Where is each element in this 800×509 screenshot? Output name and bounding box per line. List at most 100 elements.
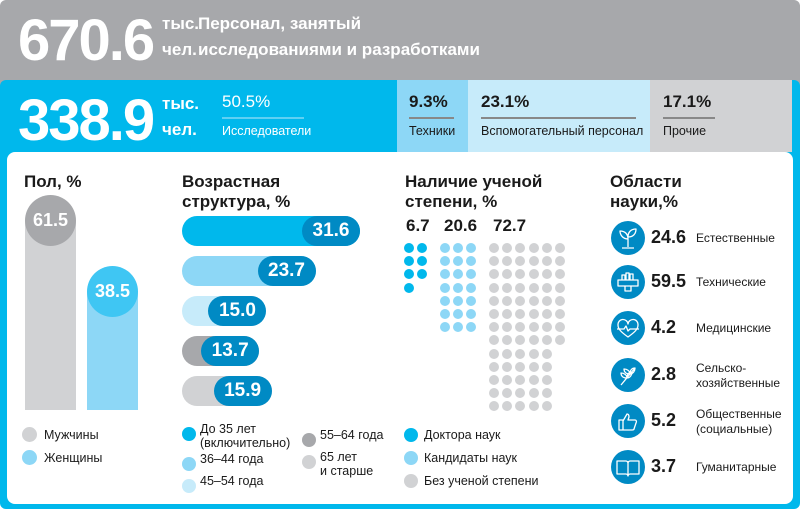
researchers-unit-1: тыс.	[162, 94, 200, 113]
degree-dot	[404, 269, 414, 280]
technicians-label: Техники	[409, 124, 456, 138]
degree-dot	[541, 375, 552, 385]
degree-dot	[502, 243, 513, 253]
degree-dot	[440, 269, 450, 280]
science-title-1: Области	[610, 172, 682, 191]
degree-dot	[404, 256, 414, 267]
age-legend-label: До 35 лет	[200, 422, 256, 436]
science-label: Технические	[696, 275, 766, 289]
legend-swatch	[22, 450, 37, 465]
degree-dot	[555, 269, 565, 280]
degree-dot	[453, 282, 464, 293]
degree-value-label: 72.7	[493, 216, 527, 235]
degree-dot	[466, 243, 477, 253]
degree-dot	[541, 361, 552, 372]
degree-dot	[453, 309, 464, 319]
legend-swatch	[404, 474, 418, 488]
legend-swatch	[302, 433, 316, 447]
degree-dot	[440, 282, 450, 293]
science-value: 2.8	[651, 364, 677, 384]
age-value-label: 31.6	[302, 216, 360, 246]
degree-dot	[489, 295, 499, 306]
degree-dot	[417, 256, 428, 267]
degree-dot	[466, 256, 477, 267]
technicians-pct: 9.3%	[409, 92, 448, 111]
degree-legend-label: Кандидаты наук	[424, 451, 517, 465]
degree-dot	[515, 401, 526, 412]
others-pct: 17.1%	[663, 92, 712, 111]
degree-dot	[515, 335, 526, 346]
science-value: 4.2	[651, 317, 677, 337]
degree-value-label: 6.7	[406, 216, 430, 235]
legend-swatch	[404, 451, 418, 465]
degree-dot	[404, 243, 414, 253]
researchers-pct: 50.5%	[222, 92, 271, 111]
degree-dot	[440, 322, 450, 333]
science-title-2: науки,%	[610, 192, 678, 211]
degree-dot	[453, 322, 464, 333]
degree-dot	[489, 388, 499, 399]
degree-dot	[489, 361, 499, 372]
age-legend-label: 55–64 года	[320, 428, 384, 442]
degree-dot	[528, 256, 539, 267]
gender-value-label: 61.5	[25, 195, 76, 246]
degree-dot	[502, 335, 513, 346]
age-value-label: 15.0	[208, 296, 267, 326]
degree-title-1: Наличие ученой	[405, 172, 543, 191]
degree-dot	[541, 348, 552, 359]
degree-dot	[489, 243, 499, 253]
degree-dot	[502, 361, 513, 372]
hand-ruler-icon	[611, 265, 645, 299]
degree-value-label: 20.6	[444, 216, 478, 235]
degree-dot	[541, 335, 552, 346]
degree-dot	[555, 335, 565, 346]
heart-pulse-icon	[611, 311, 645, 345]
science-label: Естественные	[696, 231, 775, 245]
science-label: Медицинские	[696, 321, 772, 335]
degree-title-2: степени, %	[405, 192, 498, 211]
degree-dot	[502, 282, 513, 293]
age-title-2: структура, %	[182, 192, 291, 211]
degree-dot	[515, 282, 526, 293]
gender-legend-label: Женщины	[44, 451, 103, 465]
degree-dot	[528, 361, 539, 372]
technicians-rule	[409, 117, 454, 119]
age-value-label: 23.7	[257, 256, 316, 286]
degree-dot	[555, 322, 565, 333]
degree-dot	[502, 375, 513, 385]
wheat-icon	[611, 358, 645, 392]
total-title-1: Персонал, занятый	[198, 14, 362, 33]
support-rule	[481, 117, 636, 119]
degree-dot	[528, 335, 539, 346]
degree-dot	[555, 243, 565, 253]
degree-dot	[528, 269, 539, 280]
degree-dot	[489, 256, 499, 267]
total-unit-1: тыс.	[162, 14, 200, 33]
degree-dot	[453, 269, 464, 280]
degree-dot	[453, 295, 464, 306]
degree-dot	[489, 309, 499, 319]
degree-dot	[515, 256, 526, 267]
gender-legend-label: Мужчины	[44, 428, 99, 442]
legend-swatch	[182, 479, 196, 493]
degree-dot	[515, 322, 526, 333]
degree-dot	[528, 322, 539, 333]
degree-dot	[440, 309, 450, 319]
degree-dot	[453, 243, 464, 253]
total-personnel-band	[0, 0, 800, 90]
age-legend-label: и старше	[320, 464, 374, 478]
degree-dot	[489, 322, 499, 333]
degree-dot	[489, 282, 499, 293]
science-value: 3.7	[651, 456, 677, 476]
degree-dot	[515, 295, 526, 306]
degree-dot	[555, 309, 565, 319]
science-value: 59.5	[651, 271, 687, 291]
degree-legend-label: Без ученой степени	[424, 474, 539, 488]
degree-dot	[502, 295, 513, 306]
age-legend-label: 65 лет	[320, 450, 357, 464]
charts-panel	[7, 152, 793, 504]
support-pct: 23.1%	[481, 92, 530, 111]
age-legend-label: 36–44 года	[200, 452, 264, 466]
age-legend-label: 45–54 года	[200, 474, 264, 488]
degree-dot	[502, 348, 513, 359]
